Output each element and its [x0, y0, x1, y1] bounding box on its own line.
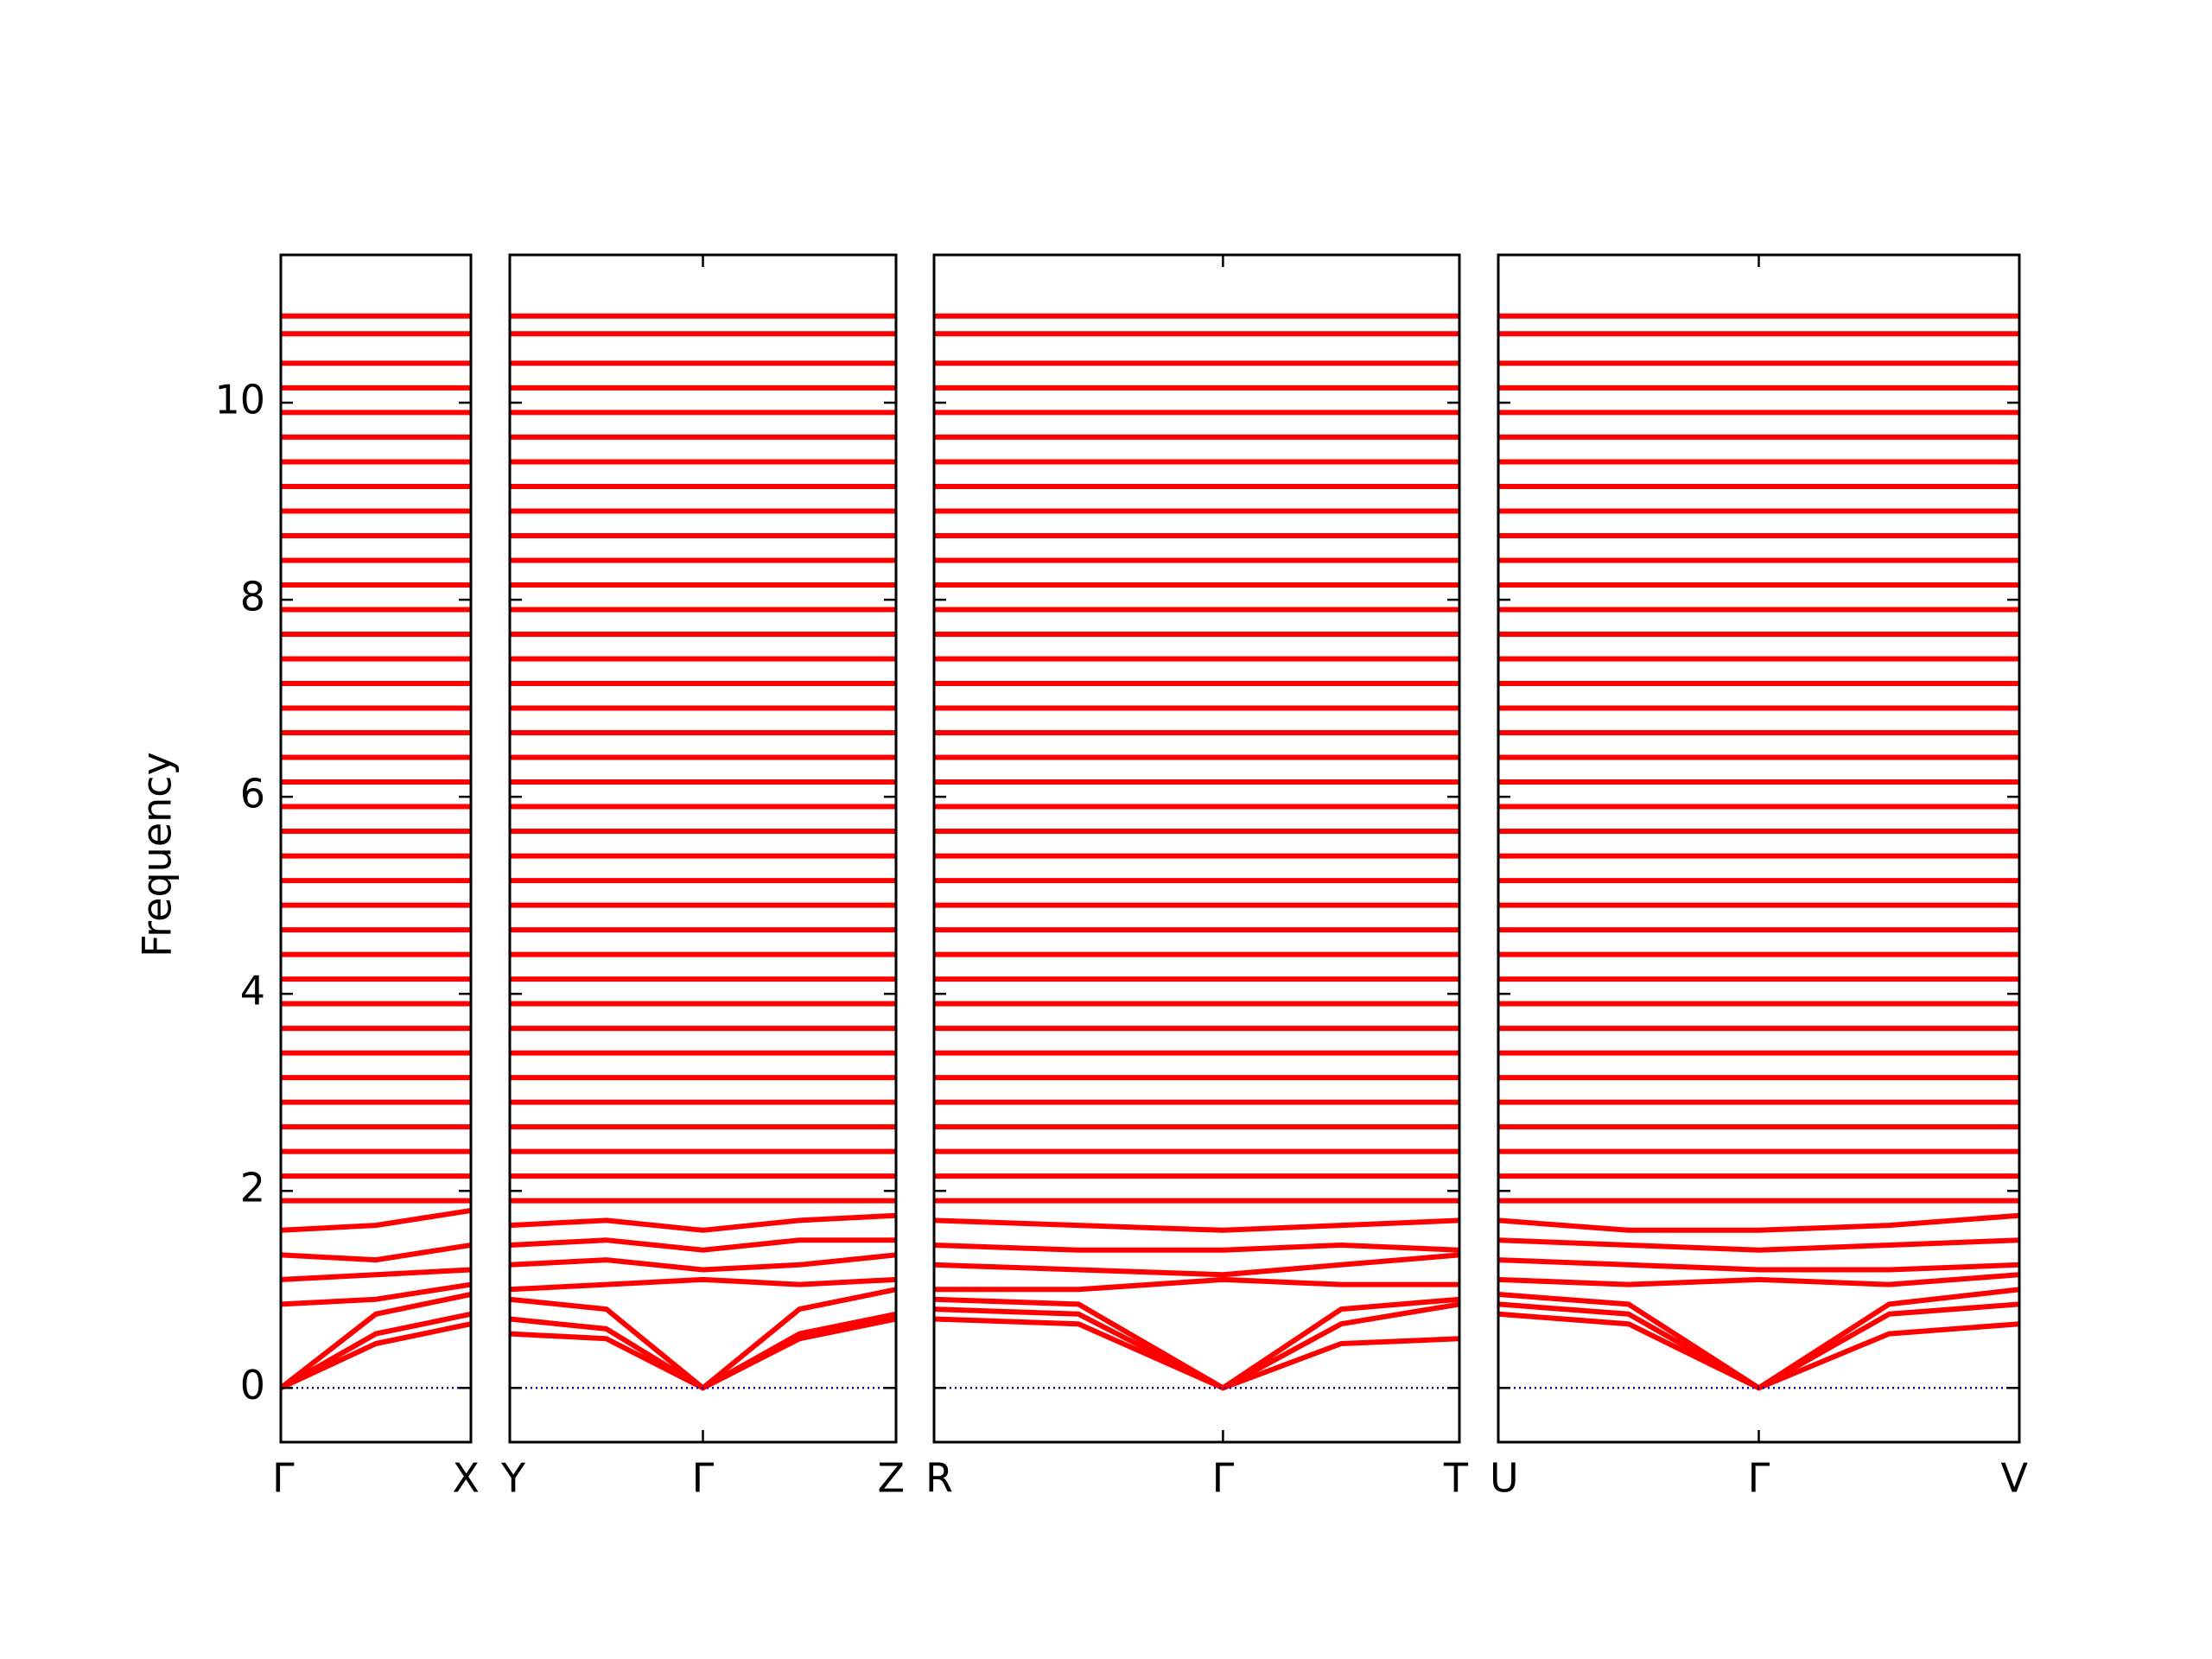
- band-line: [510, 1237, 896, 1253]
- band-line: [510, 1212, 896, 1233]
- band-line: [281, 1208, 471, 1233]
- band-line: [1498, 1311, 2019, 1391]
- x-tick-label: Γ: [272, 1455, 295, 1502]
- plot-area: [510, 313, 896, 1391]
- band-line: [510, 1316, 896, 1391]
- band-line: [1498, 1257, 2019, 1273]
- x-tick-label: Y: [500, 1455, 526, 1502]
- x-tick-label: Γ: [1212, 1455, 1235, 1502]
- band-line: [1498, 1301, 2019, 1391]
- band-line: [281, 1321, 471, 1391]
- x-tick-label: U: [1490, 1455, 1519, 1502]
- x-tick-label: R: [925, 1455, 953, 1502]
- band-line: [281, 1281, 471, 1307]
- band-line: [281, 1267, 471, 1282]
- band-line: [281, 1243, 471, 1263]
- x-tick-label: Z: [877, 1455, 905, 1502]
- x-tick-label: X: [452, 1455, 480, 1502]
- x-tick-label: V: [2001, 1455, 2029, 1502]
- y-tick-label: 8: [240, 574, 265, 620]
- plot-frame: [508, 253, 898, 1444]
- band-line: [934, 1316, 1459, 1391]
- x-tick-label: Γ: [692, 1455, 715, 1502]
- y-tick-label: 6: [240, 771, 265, 817]
- band-line: [1498, 1237, 2019, 1253]
- plot-frame: [932, 253, 1461, 1444]
- y-tick-label: 10: [214, 377, 265, 423]
- plot-area: [281, 313, 471, 1391]
- band-line: [934, 1243, 1459, 1253]
- x-tick-label: T: [1443, 1455, 1469, 1502]
- band-line: [281, 1311, 471, 1390]
- band-line: [510, 1252, 896, 1273]
- band-line: [281, 1292, 471, 1390]
- y-tick-label: 2: [240, 1165, 265, 1211]
- y-tick-label: 0: [240, 1362, 265, 1408]
- band-line: [1498, 1272, 2019, 1287]
- plot-frame: [279, 253, 473, 1444]
- plot-frame: [1497, 253, 2021, 1444]
- band-line: [934, 1252, 1459, 1278]
- y-axis-label: Frequency: [134, 752, 181, 957]
- plot-area: [934, 313, 1459, 1391]
- plot-area: [1498, 313, 2019, 1391]
- band-line: [1498, 1287, 2019, 1391]
- band-line: [1498, 1212, 2019, 1233]
- x-tick-label: Γ: [1748, 1455, 1770, 1502]
- band-line: [510, 1276, 896, 1293]
- band-line: [510, 1311, 896, 1391]
- band-line: [934, 1276, 1459, 1293]
- band-line: [934, 1217, 1459, 1233]
- band-line: [934, 1296, 1459, 1391]
- y-tick-label: 4: [240, 968, 265, 1014]
